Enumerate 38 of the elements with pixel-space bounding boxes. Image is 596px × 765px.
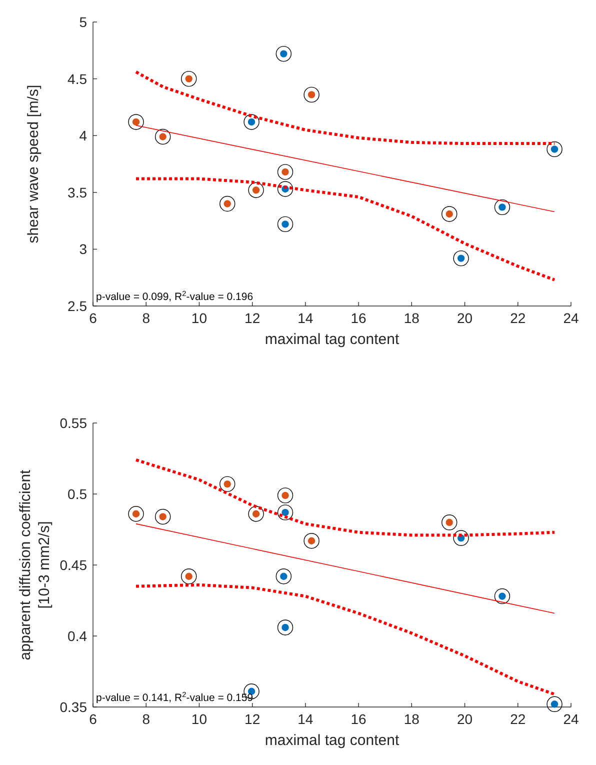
x-tick-label: 8 bbox=[142, 711, 150, 727]
x-tick-label: 14 bbox=[298, 310, 314, 326]
x-tick-label: 12 bbox=[244, 711, 260, 727]
x-tick-label: 24 bbox=[563, 310, 579, 326]
x-tick-label: 8 bbox=[142, 310, 150, 326]
line-series bbox=[134, 177, 556, 282]
x-tick-label: 6 bbox=[89, 711, 98, 727]
x-tick-label: 6 bbox=[89, 310, 98, 326]
annotation: p-value = 0.099, R$^{2}$-value = 0.196 bbox=[96, 288, 254, 303]
x-tick-label: 14 bbox=[298, 711, 314, 727]
x-tick-label: 20 bbox=[456, 310, 473, 326]
y-tick-label: 0.4 bbox=[68, 628, 88, 644]
x-tick-label: 10 bbox=[191, 711, 208, 727]
y-tick-label: 0.45 bbox=[60, 557, 88, 573]
y-tick-label: 4.5 bbox=[68, 70, 88, 87]
x-tick-label: 22 bbox=[510, 310, 526, 326]
y-tick-label: 3 bbox=[79, 241, 88, 258]
y-tick-label: 3.5 bbox=[68, 184, 88, 200]
y-tick-label: 0.5 bbox=[68, 486, 88, 502]
x-tick-label: 10 bbox=[191, 310, 208, 326]
x-tick-label: 16 bbox=[350, 711, 367, 727]
x-tick-label: 24 bbox=[563, 711, 579, 727]
y-tick-label: 5 bbox=[79, 14, 88, 30]
x-tick-label: 12 bbox=[244, 310, 260, 326]
x-axis-title: maximal tag content bbox=[264, 732, 400, 749]
y-axis-title: shear wave speed [m/s] bbox=[25, 84, 42, 244]
x-tick-label: 18 bbox=[404, 711, 420, 727]
y-tick-label: 4 bbox=[79, 128, 88, 144]
y-tick-label: 0.35 bbox=[60, 699, 88, 715]
y-tick-label: 0.55 bbox=[60, 415, 88, 431]
x-axis-title: maximal tag content bbox=[264, 331, 400, 348]
x-tick-label: 20 bbox=[456, 711, 473, 727]
x-tick-label: 22 bbox=[510, 711, 526, 727]
x-tick-label: 16 bbox=[350, 310, 367, 326]
y-axis-title: apparent diffusion coefficient [10-3 mm2/s] bbox=[17, 468, 53, 660]
x-tick-label: 18 bbox=[404, 310, 420, 326]
y-tick-label: 2.5 bbox=[68, 298, 88, 314]
annotation: p-value = 0.141, R$^{2}$-value = 0.159 bbox=[96, 690, 254, 704]
